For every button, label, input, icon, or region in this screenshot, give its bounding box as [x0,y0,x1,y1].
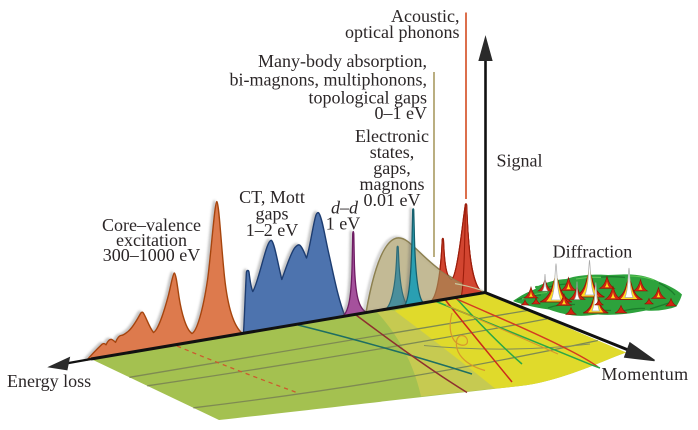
svg-text:Electronic: Electronic [355,126,429,146]
svg-text:1 eV: 1 eV [326,214,361,234]
svg-text:optical phonons: optical phonons [345,22,460,42]
svg-text:300–1000 eV: 300–1000 eV [103,245,201,265]
svg-text:0–1 eV: 0–1 eV [375,103,428,123]
svg-text:topological gaps: topological gaps [309,88,427,108]
svg-text:Core–valence: Core–valence [102,215,201,235]
svg-text:CT, Mott: CT, Mott [239,187,305,207]
svg-text:excitation: excitation [116,230,187,250]
svg-text:Signal: Signal [497,151,543,171]
svg-text:magnons: magnons [360,174,425,194]
svg-text:0.01 eV: 0.01 eV [364,190,421,210]
svg-text:states,: states, [370,142,415,162]
svg-text:Acoustic,: Acoustic, [391,6,459,26]
svg-text:gaps: gaps [256,204,289,224]
svg-text:Momentum: Momentum [601,364,688,384]
svg-text:gaps,: gaps, [373,158,411,178]
svg-text:d–d: d–d [331,198,359,218]
svg-text:Many-body absorption,: Many-body absorption, [258,51,427,71]
svg-text:1–2 eV: 1–2 eV [246,220,299,240]
svg-text:Diffraction: Diffraction [553,241,633,261]
svg-text:Energy loss: Energy loss [7,371,91,391]
svg-text:bi-magnons, multiphonons,: bi-magnons, multiphonons, [230,70,428,90]
